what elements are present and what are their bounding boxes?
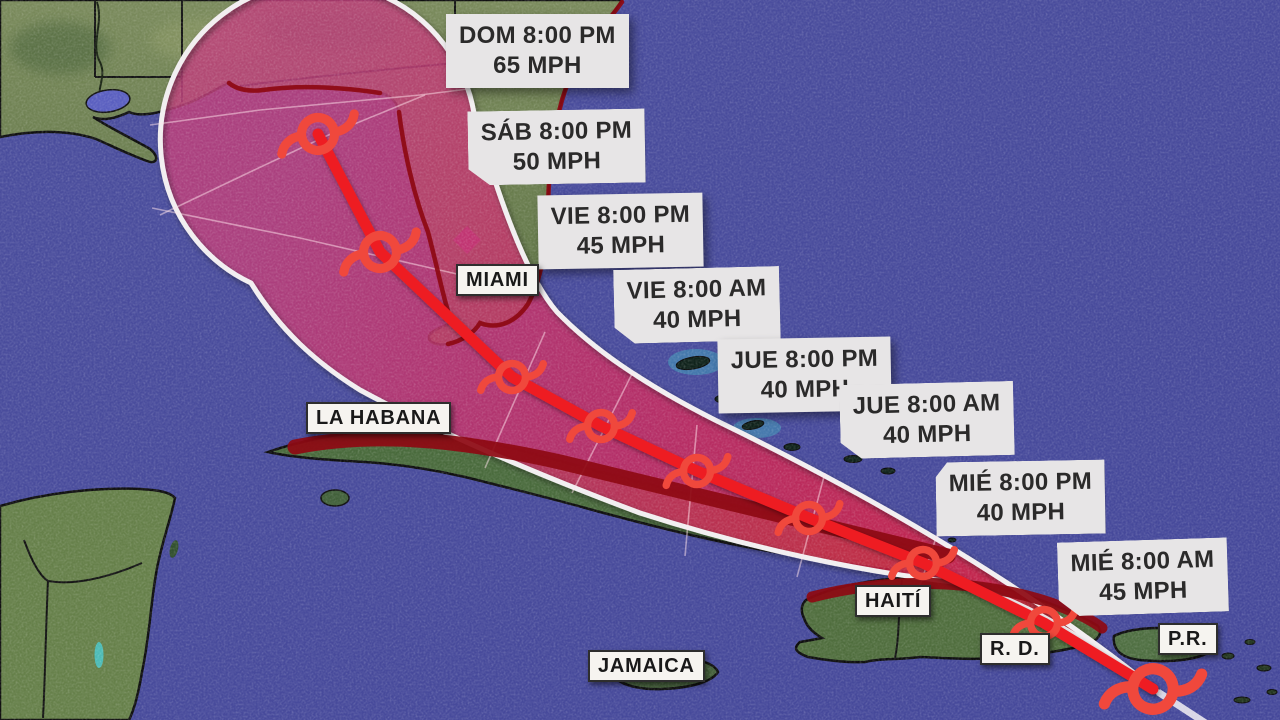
forecast-wind: 50 MPH bbox=[512, 147, 602, 176]
forecast-wind: 45 MPH bbox=[576, 231, 666, 260]
forecast-label-sab-pm: SÁB 8:00 PM 50 MPH bbox=[467, 108, 646, 185]
forecast-label-jue-am: JUE 8:00 AM 40 MPH bbox=[839, 381, 1015, 459]
forecast-label-dom-pm: DOM 8:00 PM 65 MPH bbox=[446, 14, 629, 88]
forecast-wind: 40 MPH bbox=[976, 498, 1066, 527]
place-label-jamaica: JAMAICA bbox=[588, 650, 705, 682]
forecast-label-mie-am: MIÉ 8:00 AM 45 MPH bbox=[1057, 537, 1229, 616]
place-label-la-habana: LA HABANA bbox=[306, 402, 452, 434]
forecast-label-mie-pm: MIÉ 8:00 PM 40 MPH bbox=[935, 460, 1106, 537]
place-label-pr: P.R. bbox=[1158, 623, 1218, 655]
forecast-datetime: JUE 8:00 PM bbox=[730, 344, 879, 375]
forecast-wind: 65 MPH bbox=[493, 52, 582, 79]
place-label-haiti: HAITÍ bbox=[855, 585, 932, 617]
forecast-label-vie-am: VIE 8:00 AM 40 MPH bbox=[613, 266, 781, 344]
forecast-wind: 40 MPH bbox=[882, 419, 972, 450]
forecast-datetime: JUE 8:00 AM bbox=[852, 389, 1001, 420]
track-line bbox=[312, 128, 1159, 695]
forecast-wind: 45 MPH bbox=[1098, 576, 1188, 607]
forecast-datetime: SÁB 8:00 PM bbox=[480, 116, 633, 147]
forecast-datetime: DOM 8:00 PM bbox=[459, 22, 616, 49]
forecast-datetime: MIÉ 8:00 PM bbox=[948, 467, 1093, 498]
forecast-datetime: VIE 8:00 PM bbox=[550, 200, 691, 231]
forecast-datetime: VIE 8:00 AM bbox=[626, 274, 767, 305]
forecast-label-vie-pm: VIE 8:00 PM 45 MPH bbox=[537, 192, 704, 270]
forecast-wind: 40 MPH bbox=[652, 304, 742, 335]
place-label-rd: R. D. bbox=[980, 633, 1050, 665]
forecast-datetime: MIÉ 8:00 AM bbox=[1070, 545, 1215, 578]
place-label-miami: MIAMI bbox=[456, 264, 539, 296]
